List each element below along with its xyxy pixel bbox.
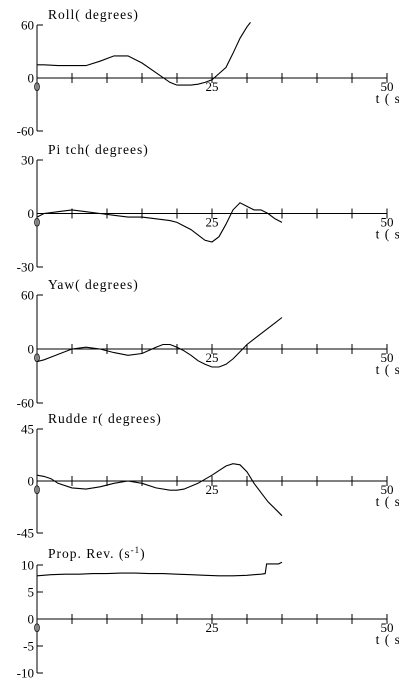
panel3-series-line	[36, 317, 283, 368]
panel1-y-tick-label: -60	[17, 124, 34, 139]
panel5-title: Prop. Rev. (s-1)	[48, 545, 146, 561]
panel5-y-tick-label: 0	[28, 612, 35, 627]
panel5-x-tick-label: 50	[381, 620, 394, 635]
panel5-y-tick-label: 10	[21, 558, 34, 573]
panel5-y-tick-label: -10	[17, 666, 34, 681]
panel3-y-tick-label: 60	[21, 288, 34, 303]
panel4-x-axis-label: t ( s)	[376, 494, 399, 509]
panel1-x-axis-label: t ( s)	[376, 91, 399, 106]
panel2-y-tick-label: 30	[21, 153, 34, 168]
panel2-x-tick-label: 50	[381, 215, 394, 230]
panel1-x-tick-label: 25	[206, 79, 219, 94]
panel1-title: Roll( degrees)	[48, 7, 139, 22]
panel5-x-axis-label: t ( s)	[376, 632, 399, 647]
panel4-x-tick-label: 0	[34, 482, 41, 497]
panel3-x-tick-label: 50	[381, 350, 394, 365]
panel5-y-tick-label: 5	[28, 585, 35, 600]
panel2-series-line	[36, 202, 283, 243]
panel3-y-tick-label: -60	[17, 396, 34, 411]
panel4-y-tick-label: 45	[21, 422, 34, 437]
panel3-x-tick-label: 25	[206, 350, 219, 365]
panel2-x-tick-label: 25	[206, 215, 219, 230]
panel3-y-tick-label: 0	[28, 342, 35, 357]
panel3-x-tick-label: 0	[34, 350, 41, 365]
panel1-y-tick-label: 60	[21, 18, 34, 33]
panel4-y-tick-label: -45	[17, 526, 34, 541]
panel1-x-tick-label: 50	[381, 79, 394, 94]
panel5-x-tick-label: 25	[206, 620, 219, 635]
panel5-y-tick-label: -5	[23, 639, 34, 654]
panel5-x-tick-label: 0	[34, 620, 41, 635]
panel1-x-tick-label: 0	[34, 79, 41, 94]
panel4-series-line	[36, 463, 283, 517]
panel1-series-line	[37, 22, 251, 86]
panel3-x-axis-label: t ( s)	[376, 362, 399, 377]
panel1-y-tick-label: 0	[28, 71, 35, 86]
panel2-x-axis-label: t ( s)	[376, 227, 399, 242]
panel4-x-tick-label: 50	[381, 482, 394, 497]
panel4-x-tick-label: 25	[206, 482, 219, 497]
panel5-title-superscript: -1	[131, 545, 141, 555]
panel2-title: Pi tch( degrees)	[48, 142, 149, 157]
panel4-title: Rudde r( degrees)	[48, 411, 162, 426]
panel2-x-tick-label: 0	[34, 215, 41, 230]
panel5-title-end: )	[140, 546, 146, 561]
panel2-y-tick-label: 0	[28, 206, 35, 221]
panel3-title: Yaw( degrees)	[48, 277, 139, 292]
panel4-y-tick-label: 0	[28, 474, 35, 489]
panel2-y-tick-label: -30	[17, 260, 34, 275]
panel5-series-line	[36, 561, 283, 577]
